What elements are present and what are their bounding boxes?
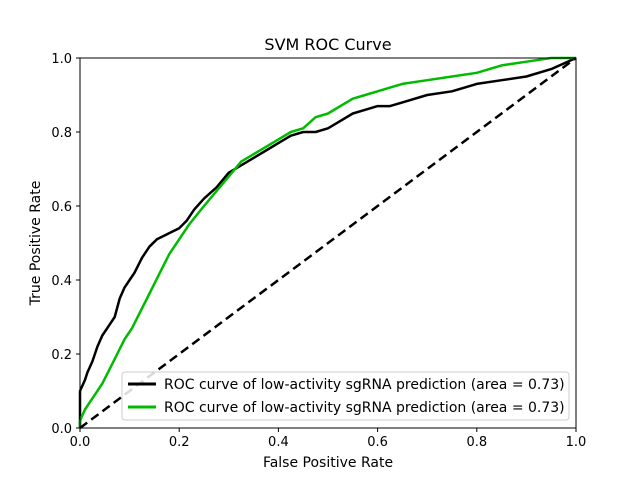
y-tick-label: 0.2 [51,348,72,363]
y-tick-label: 0.0 [51,422,72,437]
y-tick-label: 1.0 [51,52,72,67]
series-group [78,56,577,430]
plot-frame [79,57,577,429]
y-axis-label: True Positive Rate [28,181,44,307]
y-tick-label: 0.6 [51,200,72,215]
roc-curve-black [78,56,577,428]
x-tick-label: 0.6 [367,435,388,450]
chart-title: SVM ROC Curve [264,35,391,54]
x-tick-label: 0.8 [466,435,487,450]
legend-box [121,371,570,421]
x-tick-label: 0.4 [268,435,289,450]
x-tick-label: 0.0 [70,435,91,450]
roc-curve-green [78,56,576,428]
x-axis-ticks: 0.0 0.2 0.4 0.6 0.8 1.0 [70,428,587,450]
legend-label-green: ROC curve of low-activity sgRNA predicti… [164,400,565,416]
legend-label-black: ROC curve of low-activity sgRNA predicti… [164,377,565,393]
y-tick-label: 0.4 [51,274,72,289]
chance-diagonal-dashed [79,56,577,430]
y-axis-ticks: 0.0 0.2 0.4 0.6 0.8 1.0 [51,52,80,437]
x-axis-label: False Positive Rate [263,455,393,471]
y-tick-label: 0.8 [51,126,72,141]
legend: ROC curve of low-activity sgRNA predicti… [121,371,570,421]
x-tick-label: 0.2 [169,435,190,450]
x-tick-label: 1.0 [566,435,587,450]
